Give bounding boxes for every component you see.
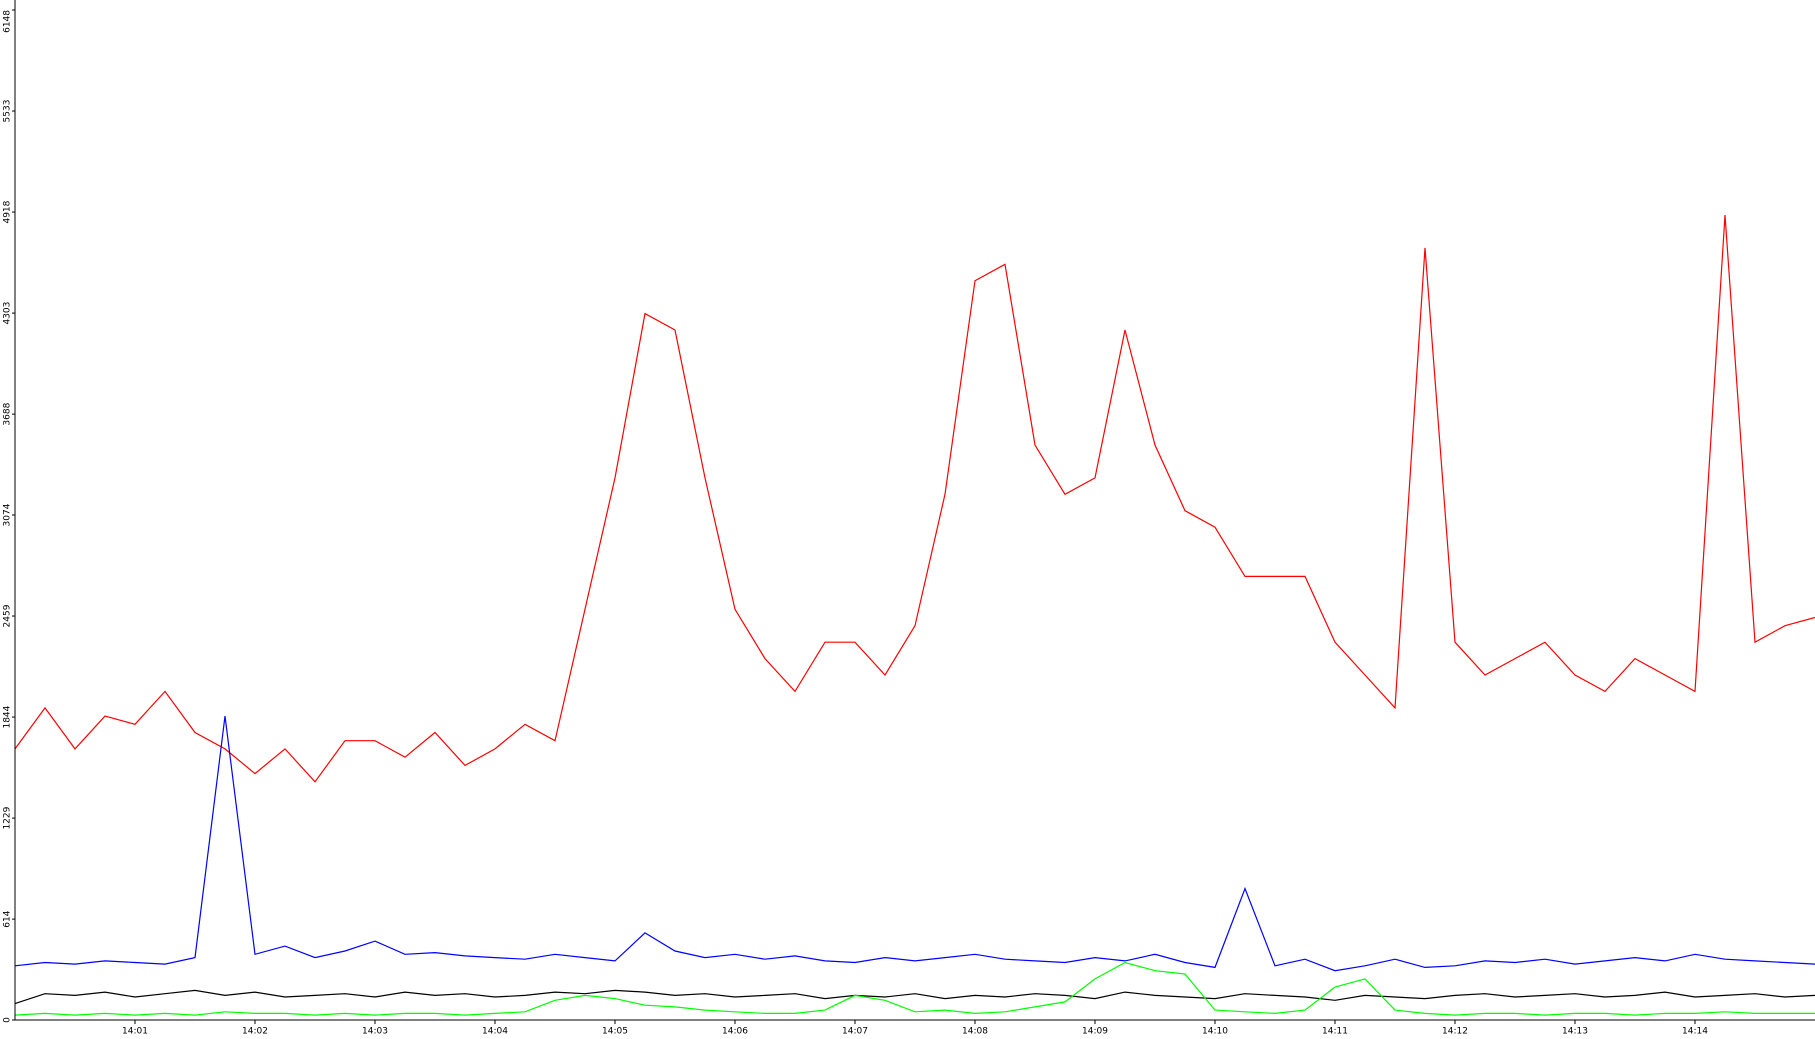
- y-tick-label: 3688: [3, 402, 13, 425]
- y-tick-label: 0: [3, 1017, 13, 1023]
- x-tick-label: 14:01: [122, 1027, 148, 1037]
- x-tick-label: 14:03: [362, 1027, 388, 1037]
- y-tick-label: 1229: [3, 806, 13, 829]
- x-tick-label: 14:09: [1082, 1027, 1108, 1037]
- x-tick-label: 14:12: [1442, 1027, 1468, 1037]
- y-tick-label: 614: [3, 910, 13, 927]
- x-tick-label: 14:06: [722, 1027, 748, 1037]
- x-tick-label: 14:10: [1202, 1027, 1228, 1037]
- x-tick-label: 14:04: [482, 1027, 508, 1037]
- y-tick-label: 5533: [3, 100, 13, 123]
- y-tick-label: 6148: [3, 10, 13, 33]
- series-line: [14, 989, 1815, 1005]
- series-line: [14, 961, 1815, 1016]
- series-line: [14, 214, 1815, 783]
- x-tick-label: 14:02: [242, 1027, 268, 1037]
- y-tick-label: 4918: [3, 200, 13, 223]
- y-tick-label: 1844: [3, 705, 13, 728]
- x-tick-label: 14:07: [842, 1027, 868, 1037]
- y-tick-label: 2459: [3, 604, 13, 627]
- x-tick-label: 14:13: [1562, 1027, 1588, 1037]
- x-tick-label: 14:11: [1322, 1027, 1348, 1037]
- x-tick-label: 14:14: [1682, 1027, 1708, 1037]
- x-tick-label: 14:05: [602, 1027, 628, 1037]
- y-tick-label: 3074: [3, 503, 13, 526]
- y-tick-label: 4303: [3, 302, 13, 325]
- x-tick-label: 14:08: [962, 1027, 988, 1037]
- series-line: [14, 716, 1815, 972]
